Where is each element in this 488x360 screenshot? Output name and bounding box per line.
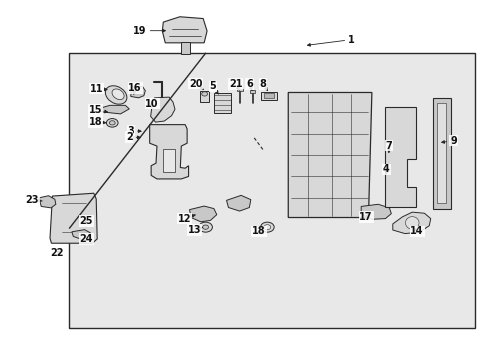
Polygon shape [163,149,175,172]
Text: 6: 6 [245,79,252,90]
Text: 11: 11 [89,84,107,94]
Bar [436,103,446,203]
Circle shape [264,225,270,230]
Bar [181,42,189,54]
Text: 1: 1 [307,35,354,46]
Text: 19: 19 [133,26,165,36]
Circle shape [106,118,118,127]
Bar [432,98,450,208]
Text: 18: 18 [252,226,265,237]
Text: 23: 23 [25,195,42,204]
Bar [261,93,276,100]
Polygon shape [130,86,145,98]
Bar [200,91,209,103]
Text: 14: 14 [409,226,423,237]
Ellipse shape [105,86,126,104]
Polygon shape [50,193,97,243]
Bar [250,90,255,93]
Text: 9: 9 [441,136,456,146]
Text: 4: 4 [382,164,389,174]
Polygon shape [226,195,250,211]
Text: 17: 17 [359,212,372,222]
Bar [264,93,273,98]
Text: 20: 20 [189,78,203,89]
Text: 5: 5 [209,81,218,94]
Circle shape [260,222,274,232]
Text: 25: 25 [80,216,93,226]
Polygon shape [150,97,175,122]
Bar [236,89,242,91]
Circle shape [199,222,212,232]
Text: 18: 18 [89,117,106,127]
Text: 13: 13 [188,225,202,235]
Text: 12: 12 [178,213,195,224]
Polygon shape [72,230,90,240]
Text: 24: 24 [80,234,93,244]
Text: 22: 22 [50,248,64,258]
Circle shape [202,225,208,229]
Polygon shape [100,105,129,114]
Bar [69,53,474,328]
Polygon shape [189,206,216,222]
Text: 10: 10 [145,99,159,109]
Text: 15: 15 [89,105,107,115]
Bar [213,93,231,113]
Polygon shape [39,196,56,208]
Text: 2: 2 [125,132,140,142]
Polygon shape [287,93,371,217]
Polygon shape [392,212,430,234]
Text: 7: 7 [385,141,391,152]
Polygon shape [384,107,415,207]
Polygon shape [162,17,206,43]
Polygon shape [149,125,188,179]
Text: 8: 8 [259,79,267,90]
Circle shape [201,92,207,96]
Ellipse shape [405,217,418,229]
Text: 3: 3 [127,126,141,136]
Ellipse shape [112,89,124,100]
Polygon shape [361,204,390,219]
Text: 16: 16 [128,83,142,94]
Circle shape [109,121,115,125]
Text: 21: 21 [228,79,242,90]
